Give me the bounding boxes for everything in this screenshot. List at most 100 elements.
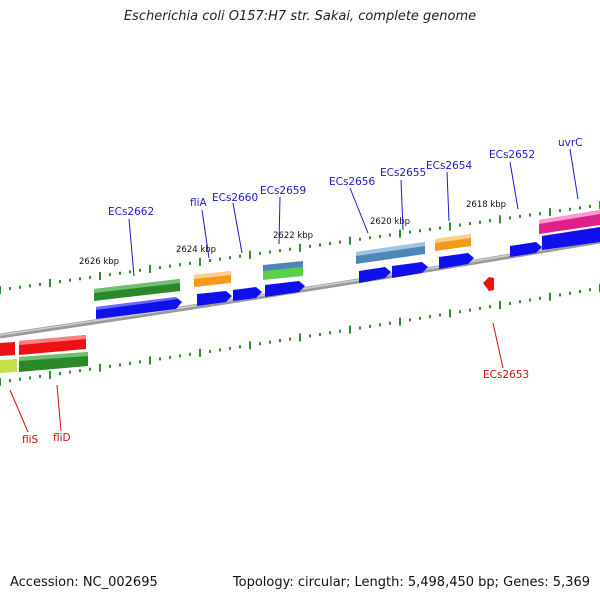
scale-tick-inner-14 xyxy=(139,360,141,364)
scale-tick-inner-18 xyxy=(179,354,181,358)
scale-tick-outer-26 xyxy=(259,251,261,255)
gene-label-uvrC[interactable]: uvrC xyxy=(558,137,583,149)
scale-tick-inner-13 xyxy=(129,361,131,365)
genome-summary-text: Topology: circular; Length: 5,498,450 bp… xyxy=(232,575,590,590)
scale-tick-inner-53 xyxy=(529,298,531,302)
scale-tick-outer-18 xyxy=(179,263,181,267)
scale-tick-inner-50 xyxy=(499,301,501,310)
map-title: Escherichia coli O157:H7 str. Sakai, com… xyxy=(123,9,477,24)
scale-tick-outer-20 xyxy=(199,257,201,266)
cds-arrow-ECs2662[interactable] xyxy=(96,297,182,319)
scale-tick-outer-14 xyxy=(139,268,141,272)
scale-tick-outer-5 xyxy=(49,279,51,287)
scale-tick-outer-15 xyxy=(149,264,151,273)
cds-arrow-ECs2652[interactable] xyxy=(510,242,542,257)
scale-tick-outer-44 xyxy=(439,226,441,230)
tick-label-2624kbp: 2624 kbp xyxy=(176,245,216,255)
scale-tick-outer-55 xyxy=(549,208,551,217)
scale-tick-inner-43 xyxy=(429,315,431,319)
scale-tick-inner-15 xyxy=(149,356,151,365)
scale-tick-outer-49 xyxy=(489,219,491,223)
feature-block-fliS-lower[interactable] xyxy=(0,359,17,373)
scale-tick-outer-39 xyxy=(389,233,391,237)
scale-tick-outer-19 xyxy=(189,261,191,265)
cds-arrow-ECs2659[interactable] xyxy=(265,281,305,297)
scale-tick-outer-1 xyxy=(9,287,11,291)
scale-tick-inner-20 xyxy=(199,348,201,357)
cds-arrow-ECs2656[interactable] xyxy=(359,267,391,283)
scale-tick-outer-13 xyxy=(129,270,131,274)
scale-tick-inner-55 xyxy=(549,292,551,301)
gene-label-ECs2656[interactable]: ECs2656 xyxy=(329,176,375,188)
scale-tick-outer-33 xyxy=(329,242,331,245)
scale-tick-inner-1 xyxy=(9,379,11,383)
feature-lane-colored xyxy=(0,210,600,373)
scale-tick-outer-48 xyxy=(479,220,481,224)
scale-tick-inner-56 xyxy=(559,293,561,297)
scale-tick-inner-39 xyxy=(389,321,391,325)
scale-tick-outer-0 xyxy=(0,286,1,294)
cds-arrow-ECs2654[interactable] xyxy=(439,253,474,269)
gene-label-ECs2662[interactable]: ECs2662 xyxy=(108,206,154,218)
scale-tick-outer-28 xyxy=(279,249,281,253)
scale-tick-inner-28 xyxy=(279,339,281,343)
scale-tick-outer-12 xyxy=(119,271,121,275)
scale-tick-inner-35 xyxy=(349,325,351,334)
gene-label-fliA[interactable]: fliA xyxy=(190,197,208,209)
gene-label-ECs2655[interactable]: ECs2655 xyxy=(380,167,426,179)
scale-tick-outer-40 xyxy=(399,229,401,238)
gene-label-ECs2659[interactable]: ECs2659 xyxy=(260,185,306,197)
scale-tick-outer-45 xyxy=(449,222,451,231)
cds-arrow-uvrC[interactable] xyxy=(542,227,600,250)
scale-tick-outer-25 xyxy=(249,250,251,259)
scale-tick-inner-37 xyxy=(369,324,371,328)
scale-tick-outer-41 xyxy=(409,230,411,234)
scale-tick-outer-58 xyxy=(579,206,581,210)
scale-tick-inner-11 xyxy=(109,364,111,368)
scale-tick-inner-5 xyxy=(49,370,51,379)
scale-tick-outer-52 xyxy=(519,214,521,218)
scale-tick-outer-29 xyxy=(289,247,291,251)
scale-tick-outer-21 xyxy=(209,259,211,262)
scale-tick-inner-29 xyxy=(289,337,291,341)
cds-arrow-ECs2655[interactable] xyxy=(392,262,428,278)
gene-label-fliS[interactable]: fliS xyxy=(22,434,39,446)
scale-tick-outer-8 xyxy=(79,277,81,281)
scale-tick-outer-54 xyxy=(539,212,541,216)
scale-tick-outer-10 xyxy=(99,272,101,280)
scale-tick-outer-51 xyxy=(509,216,511,220)
scale-tick-inner-9 xyxy=(89,367,91,371)
scale-tick-inner-3 xyxy=(29,376,31,380)
scale-tick-inner-30 xyxy=(299,333,301,342)
gene-label-ECs2653[interactable]: ECs2653 xyxy=(483,369,529,381)
scale-tick-inner-54 xyxy=(539,296,541,300)
scale-tick-outer-16 xyxy=(159,266,161,269)
scale-tick-inner-16 xyxy=(159,357,161,361)
scale-tick-inner-51 xyxy=(509,301,511,305)
scale-tick-outer-43 xyxy=(429,227,431,231)
scale-tick-inner-17 xyxy=(169,355,171,359)
cds-arrow-ECs2660[interactable] xyxy=(233,287,262,301)
scale-tick-inner-27 xyxy=(269,340,271,344)
scale-tick-inner-6 xyxy=(59,372,61,375)
scale-tick-outer-32 xyxy=(319,243,321,247)
scale-tick-outer-30 xyxy=(299,243,301,252)
scale-tick-outer-17 xyxy=(169,264,171,268)
scale-tick-outer-31 xyxy=(309,244,311,248)
scale-tick-outer-34 xyxy=(339,240,341,244)
scale-tick-inner-45 xyxy=(449,309,451,318)
gene-label-ECs2652[interactable]: ECs2652 xyxy=(489,149,535,161)
gene-label-ECs2660[interactable]: ECs2660 xyxy=(212,192,258,204)
gene-label-ECs2654[interactable]: ECs2654 xyxy=(426,160,472,172)
scale-tick-outer-24 xyxy=(239,254,241,258)
scale-tick-outer-57 xyxy=(569,207,571,211)
tick-label-2620kbp: 2620 kbp xyxy=(370,217,410,227)
gene-label-fliD[interactable]: fliD xyxy=(53,432,71,444)
feature-block-fliS[interactable] xyxy=(0,342,15,356)
scale-tick-inner-23 xyxy=(229,346,231,350)
cds-arrow-ECs2653[interactable] xyxy=(483,277,494,291)
scale-tick-inner-58 xyxy=(579,290,581,293)
cds-arrow-fliA[interactable] xyxy=(197,291,232,306)
